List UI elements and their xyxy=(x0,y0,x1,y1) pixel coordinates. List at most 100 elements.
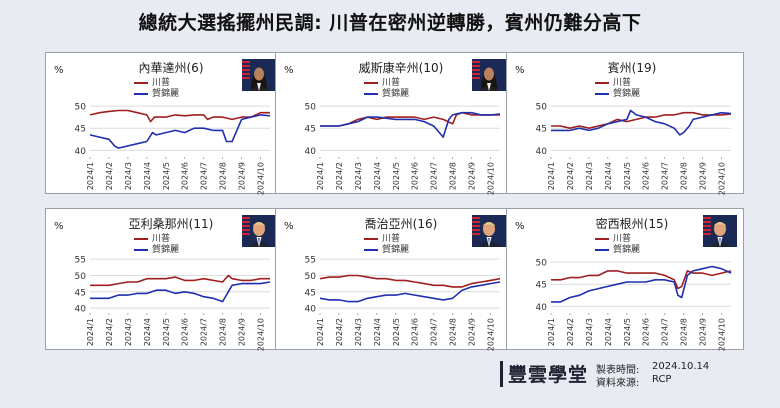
legend-swatch-trump xyxy=(364,81,378,84)
legend-swatch-trump xyxy=(595,237,609,240)
chart-title: 亞利桑那州(11) xyxy=(128,217,214,231)
x-tick-label: 2024/4 xyxy=(143,318,152,346)
chart-title: 內華達州(6) xyxy=(138,61,204,75)
unit-label: % xyxy=(284,221,294,232)
x-tick-label: 2024/5 xyxy=(392,162,401,190)
y-tick-label: 40 xyxy=(536,303,548,313)
x-tick-label: 2024/9 xyxy=(468,162,477,190)
y-tick-label: 45 xyxy=(305,288,316,298)
x-tick-label: 2024/6 xyxy=(642,162,651,190)
x-tick-label: 2024/5 xyxy=(162,162,171,190)
legend-item-harris: 賀錦麗 xyxy=(364,86,409,99)
x-tick-label: 2024/3 xyxy=(585,162,594,190)
legend-label-trump: 川普 xyxy=(382,234,401,244)
x-tick-label: 2024/9 xyxy=(238,318,247,346)
made-time-value: 2024.10.14 xyxy=(652,361,710,372)
y-tick-label: 45 xyxy=(75,288,86,298)
y-tick-label: 45 xyxy=(305,125,316,135)
unit-label: % xyxy=(515,65,525,76)
page-title: 總統大選搖擺州民調: 川普在密州逆轉勝，賓州仍難分高下 xyxy=(138,12,642,34)
x-tick-label: 2024/2 xyxy=(566,162,575,190)
series-line-trump xyxy=(319,274,501,288)
x-tick-label: 2024/1 xyxy=(86,162,95,190)
x-tick-label: 2024/8 xyxy=(449,162,458,190)
series-line-trump xyxy=(551,111,732,129)
legend-label-harris: 賀錦麗 xyxy=(613,89,641,99)
legend-item-trump: 川普 xyxy=(595,75,631,88)
x-tick-label: 2024/3 xyxy=(585,318,594,346)
legend-label-harris: 賀錦麗 xyxy=(613,245,641,255)
legend-swatch-harris xyxy=(595,92,609,95)
brand-bar xyxy=(500,361,503,387)
legend-label-trump: 川普 xyxy=(152,78,171,88)
chart-plot: 40 45 50 55 2024/1 2024/2 2024/3 2024/4 2024/5 20… xyxy=(305,256,501,351)
x-tick-label: 2024/3 xyxy=(124,162,133,190)
trump-portrait xyxy=(472,215,506,247)
legend-swatch-harris xyxy=(364,92,378,95)
x-tick-label: 2024/3 xyxy=(354,162,363,190)
x-tick-label: 2024/2 xyxy=(335,162,344,190)
x-tick-label: 2024/1 xyxy=(547,162,556,190)
x-tick-label: 2024/10 xyxy=(257,162,266,195)
legend-label-harris: 賀錦麗 xyxy=(152,245,180,255)
y-tick-label: 45 xyxy=(75,125,86,135)
y-tick-label: 40 xyxy=(305,147,317,157)
y-tick-label: 40 xyxy=(75,147,87,157)
harris-portrait xyxy=(242,59,276,91)
brand-logo: 豐雲學堂 xyxy=(508,364,589,386)
chart-panel: 40 45 50 2024/1 2024/2 2024/3 2024/4 2024/5 2024… xyxy=(506,52,744,195)
y-tick-label: 40 xyxy=(536,147,548,157)
x-tick-label: 2024/2 xyxy=(566,318,575,346)
legend-item-trump: 川普 xyxy=(364,231,400,244)
y-tick-label: 40 xyxy=(305,305,317,315)
footer: 豐雲學堂 製表時間: 2024.10.14 資料來源: RCP xyxy=(500,357,780,397)
x-tick-label: 2024/8 xyxy=(219,318,228,346)
chart-title: 密西根州(15) xyxy=(595,217,669,231)
x-tick-label: 2024/10 xyxy=(487,318,496,351)
x-tick-label: 2024/6 xyxy=(642,318,651,346)
chart-title: 喬治亞州(16) xyxy=(364,217,438,231)
made-time-label: 製表時間: xyxy=(596,365,640,376)
legend-swatch-trump xyxy=(364,237,378,240)
unit-label: % xyxy=(284,65,294,76)
series-line-trump xyxy=(89,109,270,123)
y-tick-label: 50 xyxy=(305,103,317,113)
series-line-trump xyxy=(90,274,270,287)
trump-portrait xyxy=(242,215,276,247)
chart-panel: 40 45 50 2024/1 2024/2 2024/3 2024/4 2024/5 2024… xyxy=(45,52,283,195)
legend-label-trump: 川普 xyxy=(613,234,632,244)
x-tick-label: 2024/4 xyxy=(143,162,152,190)
x-tick-label: 2024/9 xyxy=(468,318,477,346)
series-line-trump xyxy=(320,111,500,127)
x-tick-label: 2024/10 xyxy=(718,162,727,195)
unit-label: % xyxy=(54,65,64,76)
x-tick-label: 2024/8 xyxy=(219,162,228,190)
legend-swatch-trump xyxy=(134,81,148,84)
x-tick-label: 2024/7 xyxy=(200,162,209,190)
legend-item-harris: 賀錦麗 xyxy=(134,86,179,99)
y-tick-label: 50 xyxy=(75,272,87,282)
legend-item-trump: 川普 xyxy=(134,75,170,88)
chart-plot: 40 45 50 55 2024/1 2024/2 2024/3 2024/4 2024/5 20… xyxy=(75,256,271,351)
trump-portrait xyxy=(703,215,737,247)
x-tick-label: 2024/7 xyxy=(200,318,209,346)
legend-item-harris: 賀錦麗 xyxy=(595,86,640,99)
legend-swatch-harris xyxy=(134,248,148,251)
series-line-harris xyxy=(89,114,271,149)
x-tick-label: 2024/7 xyxy=(430,162,439,190)
legend-label-trump: 川普 xyxy=(152,234,171,244)
x-tick-label: 2024/1 xyxy=(86,318,95,346)
x-tick-label: 2024/10 xyxy=(487,162,496,195)
x-tick-label: 2024/7 xyxy=(661,162,670,190)
legend-label-harris: 賀錦麗 xyxy=(382,89,410,99)
legend-swatch-harris xyxy=(134,92,148,95)
x-tick-label: 2024/8 xyxy=(449,318,458,346)
series-line-harris xyxy=(551,265,732,303)
x-tick-label: 2024/1 xyxy=(316,318,325,346)
x-tick-label: 2024/1 xyxy=(547,318,556,346)
chart-title: 威斯康辛州(10) xyxy=(358,61,444,75)
source-label: 資料來源: xyxy=(596,378,640,389)
series-line-harris xyxy=(90,281,271,303)
chart-plot: 40 45 50 2024/1 2024/2 2024/3 2024/4 2024/5 2024… xyxy=(305,103,501,195)
x-tick-label: 2024/4 xyxy=(373,162,382,190)
